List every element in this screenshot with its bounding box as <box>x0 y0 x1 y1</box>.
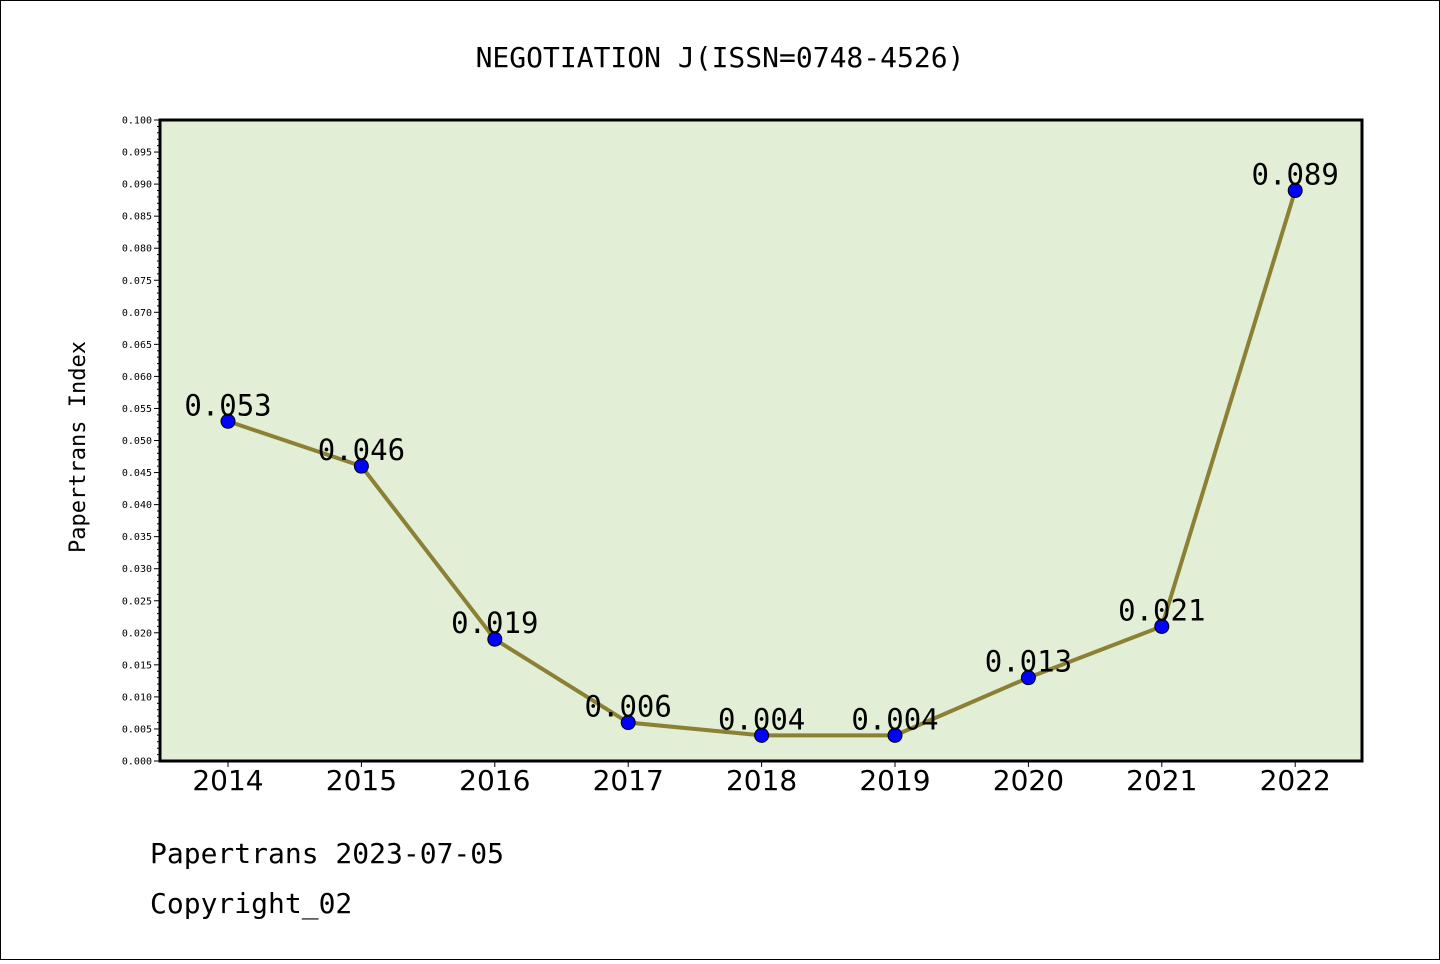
data-point <box>1287 183 1303 199</box>
footer-date: Papertrans 2023-07-05 <box>150 837 504 870</box>
y-tick-label: 0.050 <box>122 436 152 447</box>
data-point <box>754 727 770 743</box>
y-tick-label: 0.030 <box>122 564 152 575</box>
data-label: 0.046 <box>318 433 405 467</box>
data-label: 0.004 <box>851 702 938 736</box>
data-point <box>487 631 503 647</box>
x-tick-label: 2015 <box>326 764 397 797</box>
y-tick-label: 0.025 <box>122 596 152 607</box>
y-tick-label: 0.100 <box>122 116 152 127</box>
data-point <box>220 413 236 429</box>
y-tick-label: 0.055 <box>122 404 152 415</box>
y-tick-label: 0.035 <box>122 532 152 543</box>
y-tick-label: 0.000 <box>122 757 152 768</box>
data-label: 0.019 <box>451 606 538 640</box>
y-tick-label: 0.080 <box>122 244 152 255</box>
y-tick-label: 0.065 <box>122 340 152 351</box>
chart-title: NEGOTIATION J(ISSN=0748-4526) <box>476 41 965 74</box>
y-tick-label: 0.005 <box>122 724 152 735</box>
data-label: 0.006 <box>585 690 672 724</box>
data-label: 0.013 <box>985 645 1072 679</box>
y-tick-label: 0.040 <box>122 500 152 511</box>
x-tick-label: 2017 <box>593 764 664 797</box>
x-tick-label: 2022 <box>1260 764 1331 797</box>
y-tick-label: 0.020 <box>122 628 152 639</box>
plot-area <box>158 118 1364 763</box>
data-point <box>1020 670 1036 686</box>
x-tick-label: 2014 <box>192 764 263 797</box>
y-axis-label: Papertrans Index <box>66 341 91 553</box>
x-tick-label: 2016 <box>459 764 530 797</box>
x-tick-label: 2021 <box>1126 764 1197 797</box>
x-tick-label: 2019 <box>859 764 930 797</box>
x-axis: 2014 2015 2016 2017 2018 2019 2020 2021 2022 <box>192 761 1331 797</box>
y-tick-label: 0.075 <box>122 276 152 287</box>
footer-copyright: Copyright_02 <box>150 887 352 921</box>
y-tick-label: 0.095 <box>122 148 152 159</box>
y-axis: 0.000 0.005 0.010 0.015 0.020 0.025 0.030 0.035… <box>122 116 160 768</box>
data-label: 0.021 <box>1118 593 1205 627</box>
data-point <box>353 458 369 474</box>
y-tick-label: 0.085 <box>122 212 152 223</box>
y-tick-label: 0.060 <box>122 372 152 383</box>
data-point <box>1154 618 1170 634</box>
data-label: 0.053 <box>184 388 271 422</box>
data-label: 0.004 <box>718 702 805 736</box>
x-tick-label: 2020 <box>993 764 1064 797</box>
data-label: 0.089 <box>1252 158 1339 192</box>
data-point <box>620 715 636 731</box>
series-group: 0.053 0.046 0.019 0.006 0.004 0.004 0.013 0.021… <box>184 158 1339 743</box>
y-tick-label: 0.070 <box>122 308 152 319</box>
y-tick-label: 0.010 <box>122 692 152 703</box>
y-tick-label: 0.090 <box>122 180 152 191</box>
data-point <box>887 727 903 743</box>
y-tick-label: 0.045 <box>122 468 152 479</box>
x-tick-label: 2018 <box>726 764 797 797</box>
y-tick-label: 0.015 <box>122 660 152 671</box>
